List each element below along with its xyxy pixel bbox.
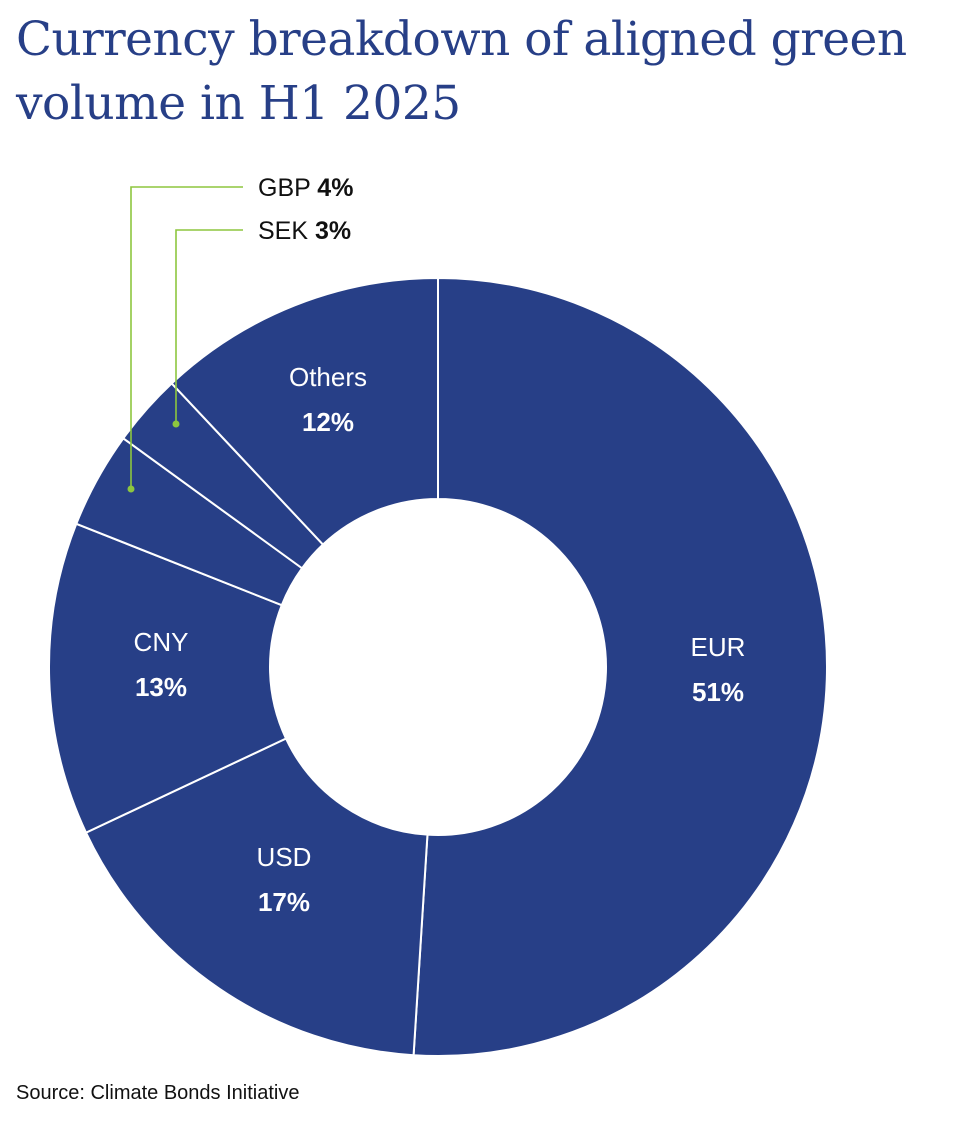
slice-value-cny: 13% <box>135 672 187 702</box>
callout-label-sek: SEK 3% <box>258 217 351 245</box>
slice-value-others: 12% <box>302 407 354 437</box>
slice-others <box>170 276 439 546</box>
slice-value-eur: 51% <box>692 677 744 707</box>
slice-label-others: Others <box>289 362 367 392</box>
slice-eur <box>412 276 829 1057</box>
callout-line-sek <box>175 229 243 424</box>
slices-group <box>48 276 829 1057</box>
chart-title: Currency breakdown of aligned green volu… <box>16 12 907 131</box>
callout-label-gbp: GBP 4% <box>258 174 353 202</box>
slice-label-cny: CNY <box>134 627 189 657</box>
callout-dot-gbp <box>127 485 135 493</box>
slice-label-eur: EUR <box>691 632 746 662</box>
callout-line-gbp <box>130 186 243 489</box>
slice-usd <box>84 737 429 1057</box>
labels-group: EUR 51% USD 17% CNY 13% Others 12% <box>134 362 746 917</box>
source-note: Source: Climate Bonds Initiative <box>16 1082 300 1104</box>
callout-dot-sek <box>172 420 180 428</box>
slice-label-usd: USD <box>257 842 312 872</box>
slice-cny <box>48 522 288 834</box>
callouts-group: GBP 4% SEK 3% <box>127 174 353 493</box>
slice-value-usd: 17% <box>258 887 310 917</box>
